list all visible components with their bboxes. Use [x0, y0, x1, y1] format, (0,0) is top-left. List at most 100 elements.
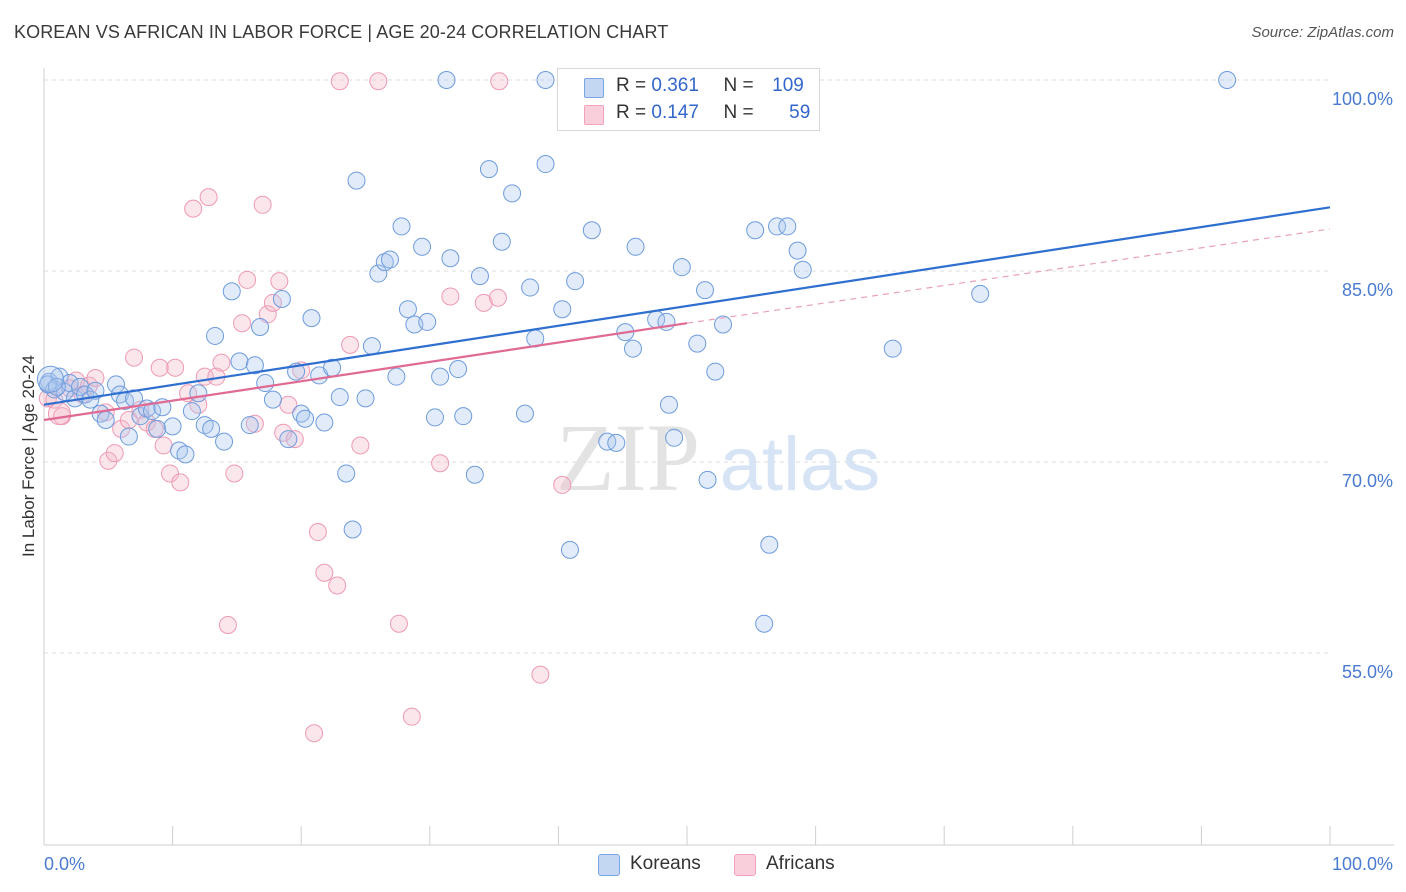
scatter-point [150, 358, 169, 377]
scatter-point [154, 436, 173, 455]
scatter-point [389, 614, 408, 633]
scatter-point [131, 407, 150, 426]
scatter-point [536, 71, 555, 89]
legend-koreans-label: Koreans [630, 853, 701, 874]
scatter-point [380, 250, 399, 269]
scatter-point [778, 217, 797, 236]
scatter-point [343, 520, 362, 539]
scatter-point [490, 72, 509, 91]
african-legend-swatch [734, 854, 756, 876]
scatter-point [598, 432, 617, 451]
scatter-point [531, 665, 550, 684]
axis-labels: 55.0% 70.0% 85.0% 100.0% 0.0% 100.0% In Labor … [19, 89, 1393, 874]
scatter-point [431, 367, 450, 386]
scatter-point [479, 160, 498, 179]
korean-swatch [584, 78, 604, 98]
scatter-point [441, 287, 460, 306]
scatter-point [387, 367, 406, 386]
scatter-point [171, 473, 190, 492]
scatter-point [263, 390, 282, 409]
watermark-zip: ZIP [556, 404, 700, 511]
scatter-point [279, 430, 298, 449]
scatter-point [425, 408, 444, 427]
scatter-point [302, 309, 321, 328]
scatter-point [272, 290, 291, 309]
scatter-point [672, 258, 691, 277]
scatter-point [746, 221, 765, 240]
scatter-point [392, 217, 411, 236]
scatter-point [437, 71, 456, 89]
scatter-point [47, 377, 66, 396]
scatter-point [328, 576, 347, 595]
scatter-point [488, 288, 507, 307]
scatter-point [99, 451, 118, 470]
scatter-point [143, 402, 162, 421]
legend-n-value-africans: 59 [789, 102, 811, 123]
source-label: Source: ZipAtlas.com [1251, 24, 1394, 41]
scatter-point [270, 272, 289, 291]
scatter-point [347, 171, 366, 190]
scatter-point [230, 352, 249, 371]
scatter-point [696, 281, 715, 300]
scatter-point [330, 72, 349, 91]
scatter-point [233, 314, 252, 333]
scatter-point [238, 270, 257, 289]
scatter-point [1218, 71, 1237, 89]
scatter-point [698, 470, 717, 489]
scatter-point [626, 237, 645, 256]
korean-trend-line [43, 206, 1331, 406]
scatter-point [285, 430, 304, 449]
chart-title: KOREAN VS AFRICAN IN LABOR FORCE | AGE 2… [14, 22, 669, 42]
scatter-point [492, 232, 511, 251]
scatter-point [263, 293, 282, 312]
y-tick-label: 100.0% [1332, 89, 1393, 109]
scatter-point [560, 540, 579, 559]
scatter-point [760, 535, 779, 554]
scatter-point [431, 454, 450, 473]
y-tick-label: 55.0% [1342, 662, 1393, 682]
legend-n-label: N = [723, 75, 754, 96]
scatter-point [251, 318, 270, 337]
scatter-point [503, 184, 522, 203]
scatter-point [206, 326, 225, 345]
x-tick-label-max: 100.0% [1332, 854, 1393, 874]
scatter-point [793, 260, 812, 279]
axes [43, 68, 1394, 846]
scatter-point [163, 417, 182, 436]
scatter-point [212, 353, 231, 372]
scatter-point [240, 416, 259, 435]
scatter-point [245, 356, 264, 375]
scatter-point [688, 334, 707, 353]
watermark: ZIP atlas [556, 404, 880, 511]
scatter-point [582, 221, 601, 240]
scatter-point [182, 402, 201, 421]
korean-points [36, 71, 1237, 633]
y-axis-title: In Labor Force | Age 20-24 [19, 355, 38, 557]
scatter-point [607, 433, 626, 452]
scatter-point [105, 444, 124, 463]
legend-r-value-koreans: 0.361 [651, 75, 699, 96]
scatter-point [215, 432, 234, 451]
scatter-point [308, 523, 327, 542]
scatter-point [659, 395, 678, 414]
scatter-point [351, 436, 370, 455]
scatter-point [86, 381, 105, 400]
scatter-point [413, 237, 432, 256]
scatter-point [184, 199, 203, 218]
scatter-point [465, 465, 484, 484]
scatter-point [474, 293, 493, 312]
scatter-point [341, 335, 360, 354]
scatter-point [402, 707, 421, 726]
scatter-point [356, 389, 375, 408]
african-trend-line [43, 322, 688, 422]
scatter-point [199, 188, 218, 207]
legend-r-label: R = [616, 102, 647, 123]
african-trend-extension [686, 228, 1331, 324]
scatter-point [454, 407, 473, 426]
scatter-point [449, 360, 468, 379]
scatter-point [86, 368, 105, 387]
legend-n-value-koreans: 109 [772, 75, 804, 96]
scatter-point [714, 315, 733, 334]
scatter-point [305, 724, 324, 743]
scatter-point [225, 464, 244, 483]
